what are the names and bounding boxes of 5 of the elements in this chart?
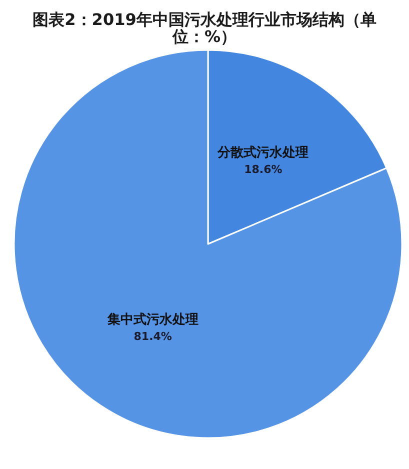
slice-label: 分散式污水处理	[216, 144, 309, 161]
data-label: 81.4%	[134, 330, 172, 343]
slice-label: 集中式污水处理	[106, 311, 198, 328]
data-label: 18.6%	[244, 163, 282, 176]
chart-title: 图表2：2019年中国污水处理行业市场结构（单位：%）	[32, 10, 376, 46]
